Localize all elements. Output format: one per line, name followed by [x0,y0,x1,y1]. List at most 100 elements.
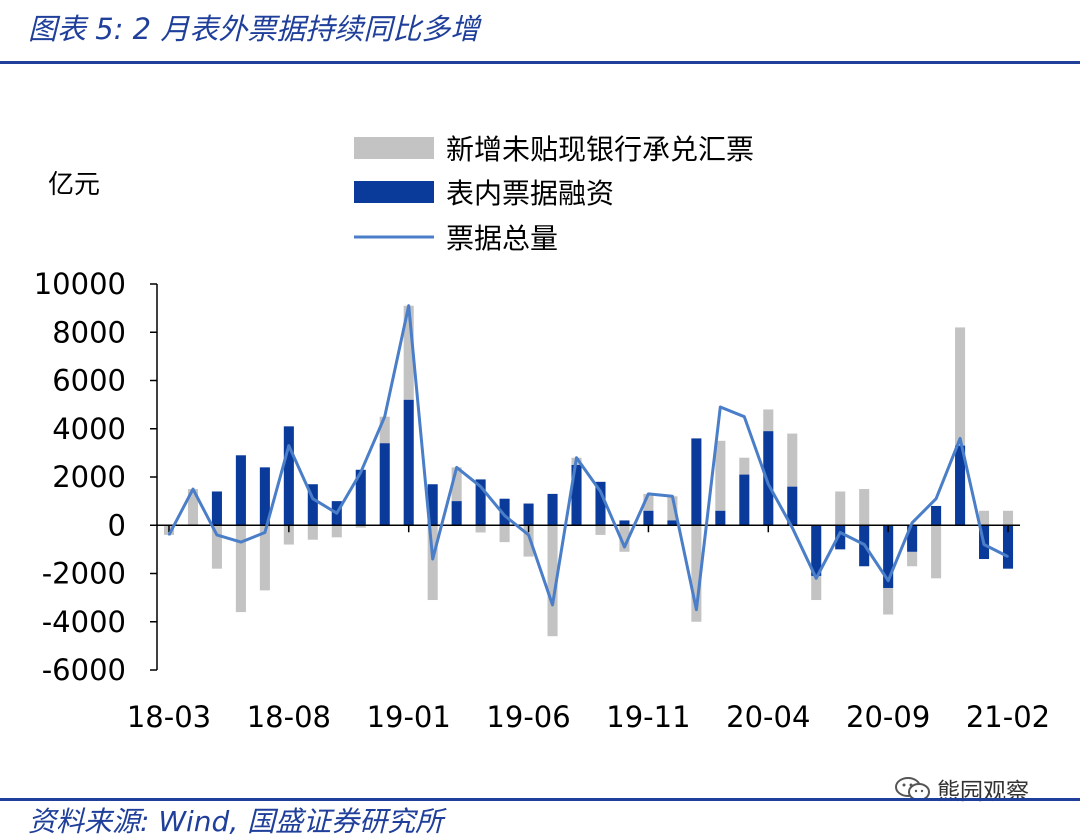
total-point [887,579,889,582]
figure-title: 图表 5: 2 月表外票据持续同比多增 [28,12,480,46]
legend: 新增未贴现银行承兑汇票 表内票据融资 票据总量 [354,133,754,255]
bar-bill-financing [691,438,702,526]
bar-undiscounted-acceptance [835,491,846,526]
bar-undiscounted-acceptance [283,525,294,545]
bar-undiscounted-acceptance [451,467,462,502]
wechat-icon [895,777,930,801]
bar-bill-financing [475,479,486,526]
bar-bill-financing [835,525,846,550]
bar-bill-financing [619,520,630,526]
total-point [983,543,985,546]
total-point [815,577,818,580]
total-point [1007,555,1009,558]
x-tick-label: 19-06 [486,700,570,734]
bar-bill-financing [451,501,462,526]
bar-bill-financing [355,469,366,526]
bar-undiscounted-acceptance [307,525,318,540]
x-tick-label: 20-09 [846,700,930,734]
bar-undiscounted-acceptance [739,457,750,475]
total-point [575,456,578,459]
y-tick-label: 0 [108,508,126,542]
total-point [312,497,314,500]
bar-bill-financing [1002,525,1014,569]
bar-undiscounted-acceptance [931,525,942,579]
bar-bill-financing [955,445,966,526]
bar-undiscounted-acceptance [787,433,798,487]
total-point [695,608,698,611]
total-point [839,531,842,534]
source-divider [0,798,1080,801]
total-point [264,531,266,534]
bar-bill-financing [211,491,222,526]
total-point [599,490,602,493]
bar-bill-financing [427,484,438,526]
total-point [216,534,218,536]
source-note: 资料来源: Wind, 国盛证券研究所 [28,805,444,838]
legend-swatch-navy [354,181,434,203]
total-point [743,415,746,418]
y-tick-label: -4000 [42,605,126,639]
bar-bill-financing [883,525,894,588]
total-point [455,466,458,469]
legend-label-line: 票据总量 [446,222,558,255]
bar-undiscounted-acceptance [763,409,774,432]
bar-bill-financing [811,525,822,576]
bar-undiscounted-acceptance [427,525,438,601]
x-tick-label: 19-11 [606,700,690,734]
y-axis-unit-label: 亿元 [48,170,100,200]
bar-bill-financing [715,510,726,526]
y-tick-label: 4000 [52,412,126,446]
bar-bill-financing [499,498,510,526]
bar-undiscounted-acceptance [691,525,702,622]
x-ticks: 18-03 18-08 19-01 19-06 19-11 20-04 20-09 21-02 [127,525,1050,734]
gray-bar-series [163,305,1014,637]
total-point [359,471,362,473]
total-point [503,514,506,517]
total-point [383,415,386,418]
total-series-points [168,304,1009,611]
total-point [671,495,674,498]
chart: 10000 8000 6000 4000 2000 0 -2000 -4000 -6000 18… [34,133,1050,734]
bar-bill-financing [667,520,678,526]
bar-bill-financing [547,493,558,526]
total-point [431,558,434,560]
total-point [935,497,937,500]
total-point [623,546,626,548]
total-point [551,604,554,606]
bar-undiscounted-acceptance [907,551,918,567]
bar-bill-financing [907,525,918,552]
y-tick-label: -6000 [42,653,126,687]
bar-bill-financing [595,481,606,526]
x-tick-label: 20-04 [726,700,810,734]
bar-undiscounted-acceptance [859,489,870,526]
bar-undiscounted-acceptance [187,489,198,526]
total-point [791,526,794,529]
y-tick-label: 6000 [52,364,126,398]
legend-swatch-gray [354,137,434,159]
y-tick-label: 10000 [34,267,126,301]
bar-bill-financing [931,505,942,526]
bar-bill-financing [235,455,246,526]
total-point [288,444,290,447]
bar-bill-financing [523,503,534,526]
total-series-line [167,304,1009,612]
total-point [767,483,770,486]
total-point [479,485,482,488]
y-ticks: 10000 8000 6000 4000 2000 0 -2000 -4000 -6000 [34,267,157,687]
legend-label-gray: 新增未贴现银行承兑汇票 [446,133,754,166]
bar-undiscounted-acceptance [595,525,606,535]
y-tick-label: 8000 [52,315,126,349]
bar-bill-financing [787,486,798,526]
total-point [959,437,961,440]
x-tick-label: 19-01 [367,700,451,734]
total-point [407,304,410,307]
total-point [527,534,530,536]
bar-bill-financing [379,443,390,526]
bar-undiscounted-acceptance [499,525,510,543]
total-point [647,493,650,495]
bar-undiscounted-acceptance [523,525,534,557]
bar-undiscounted-acceptance [355,525,366,528]
bar-bill-financing [403,399,414,526]
total-point [168,534,170,536]
y-tick-label: 2000 [52,460,126,494]
